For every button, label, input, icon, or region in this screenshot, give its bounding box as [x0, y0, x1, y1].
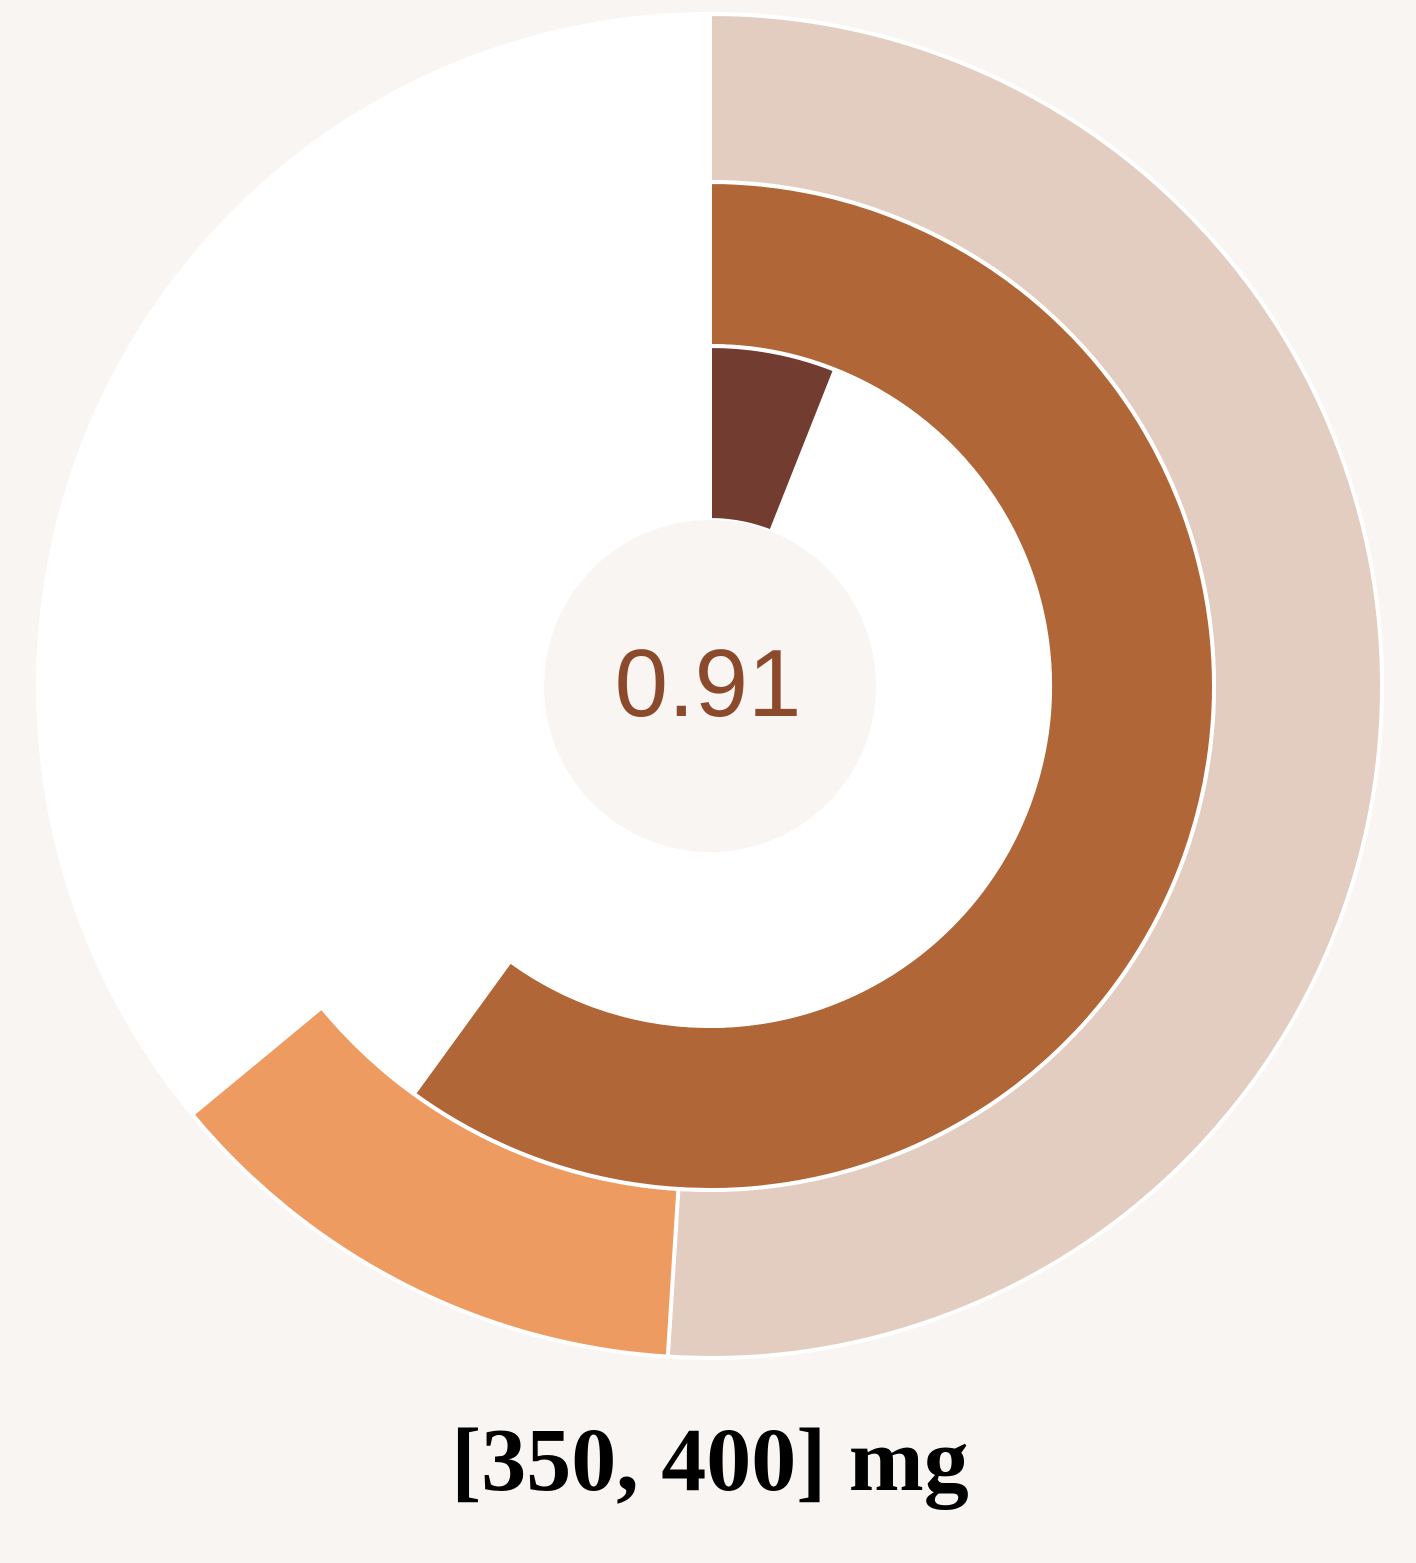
center-value-label: 0.91: [615, 630, 802, 737]
rings-layer: [36, 12, 1385, 1360]
chart-caption: [350, 400] mg: [451, 1411, 968, 1510]
center-disc: [544, 520, 876, 852]
